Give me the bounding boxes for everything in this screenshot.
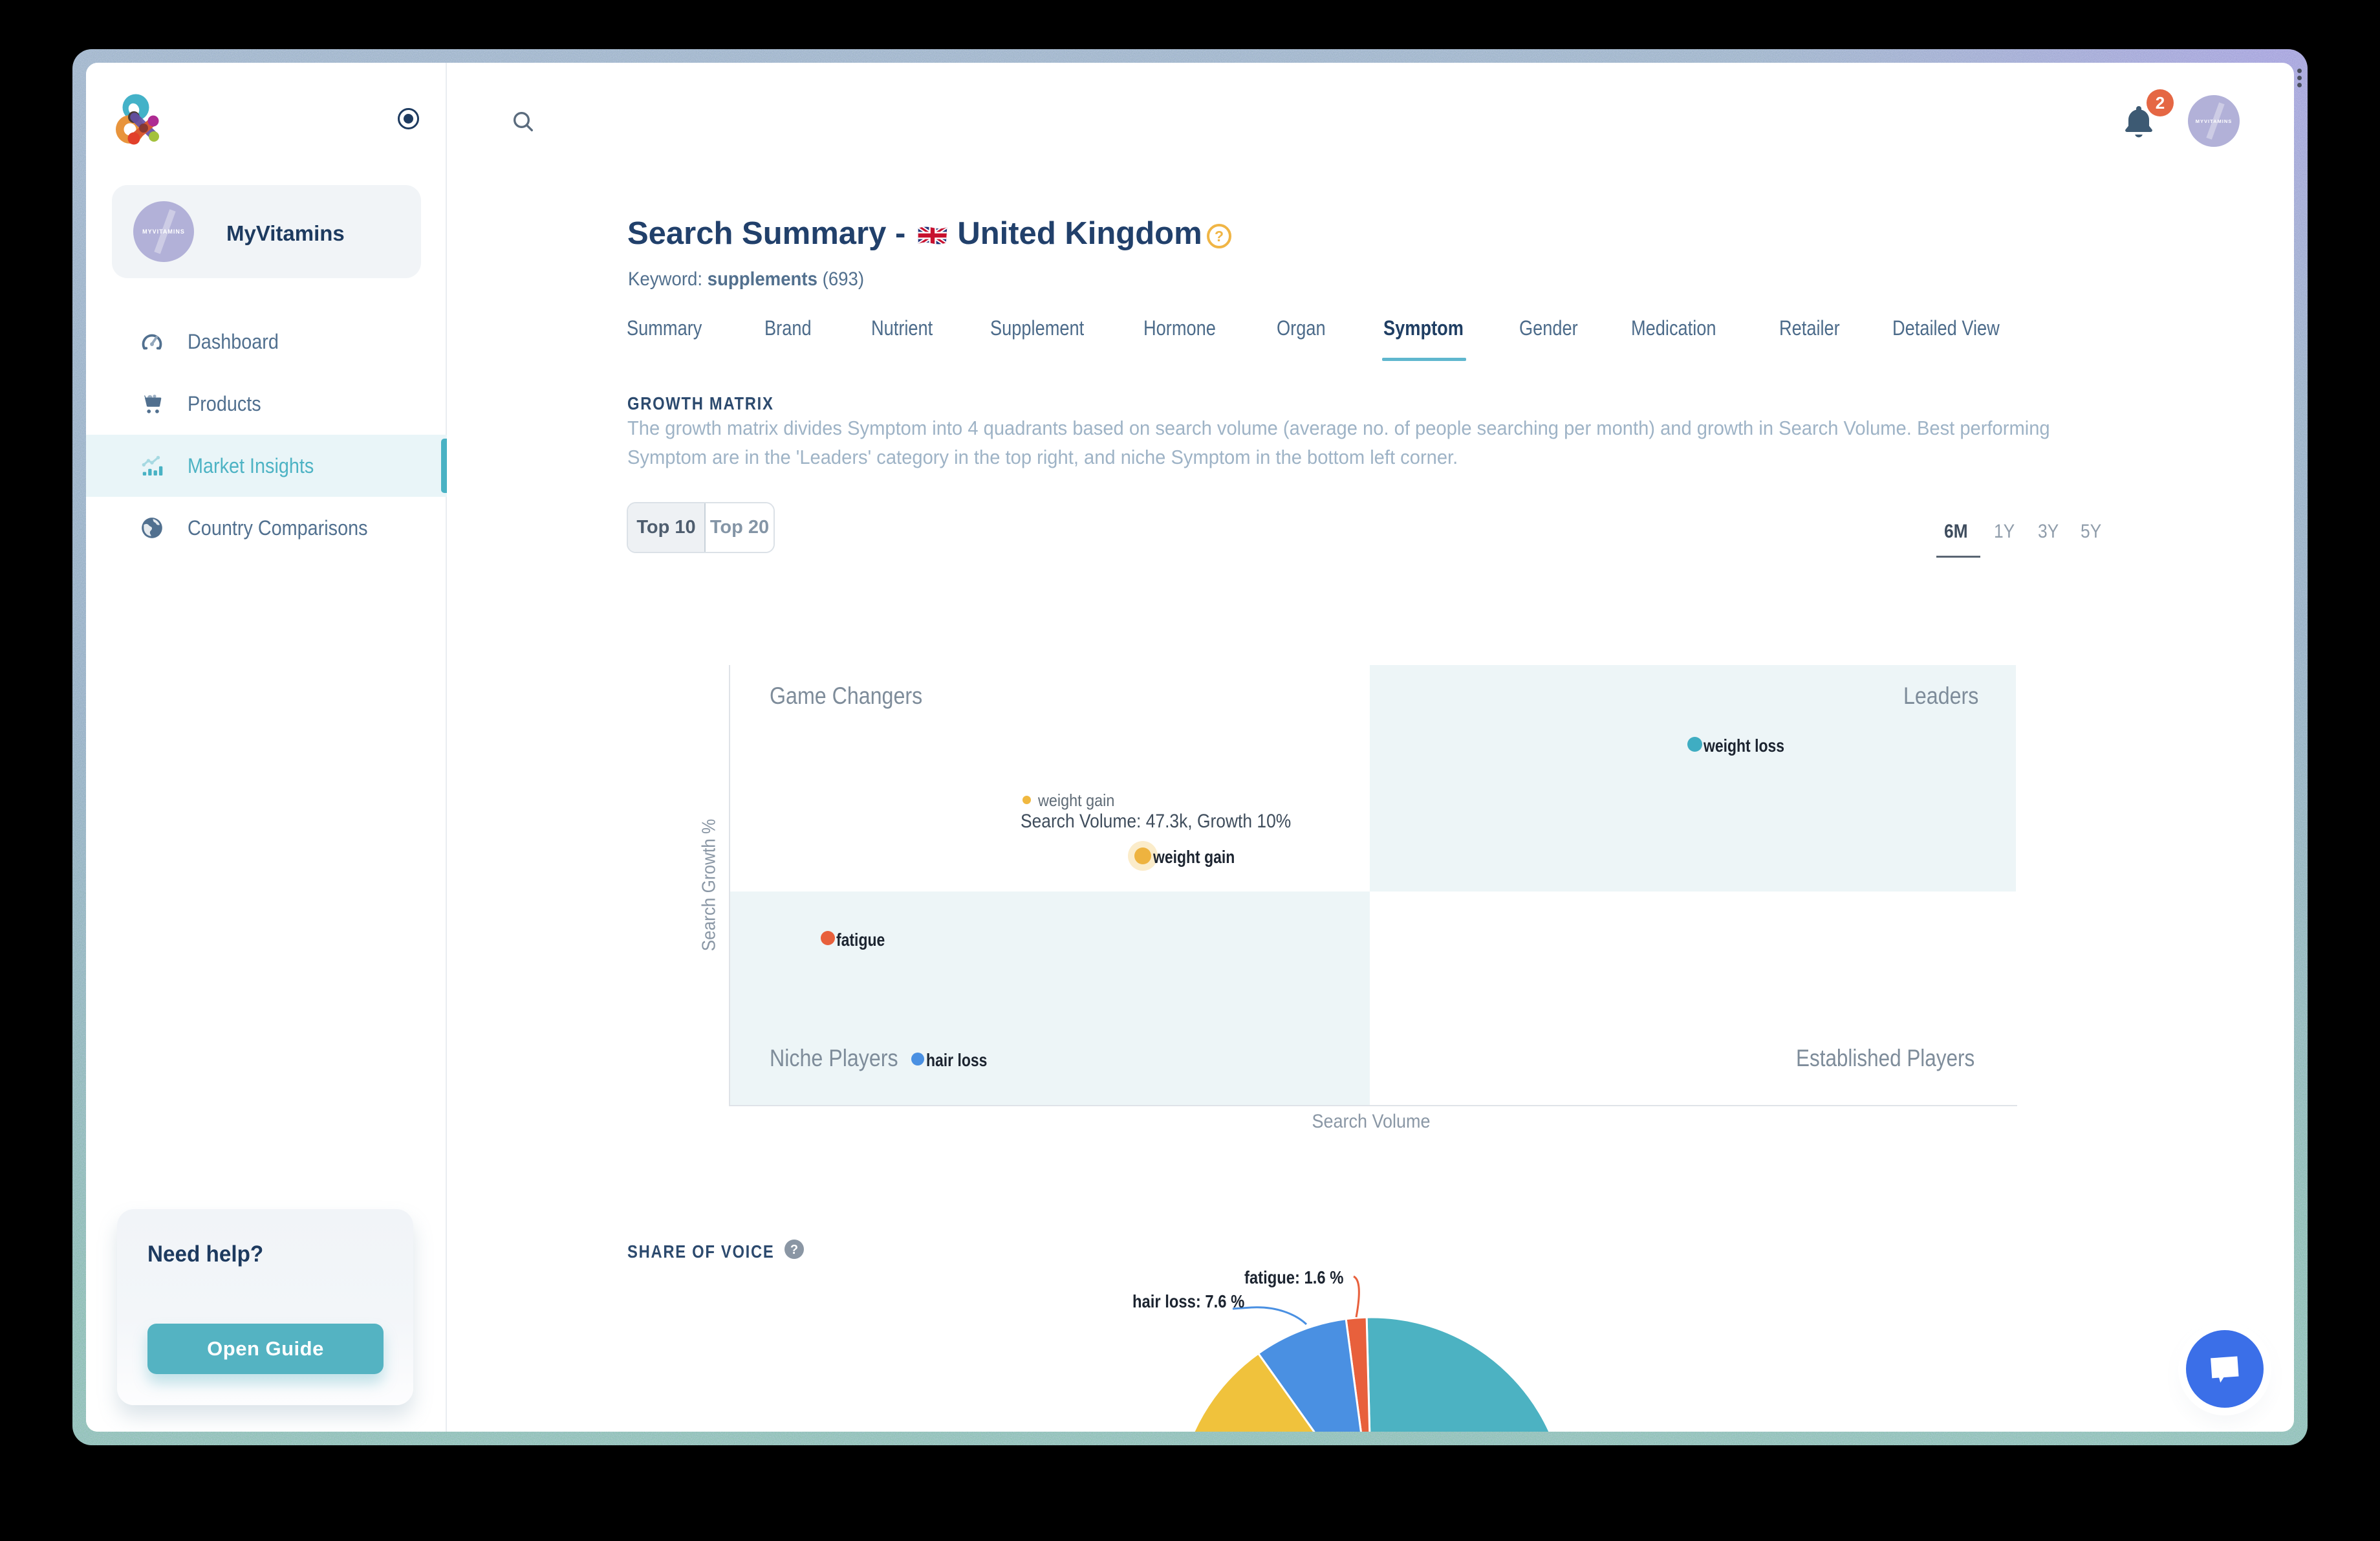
svg-text:?: ?	[1215, 228, 1224, 245]
svg-text:?: ?	[790, 1243, 798, 1257]
